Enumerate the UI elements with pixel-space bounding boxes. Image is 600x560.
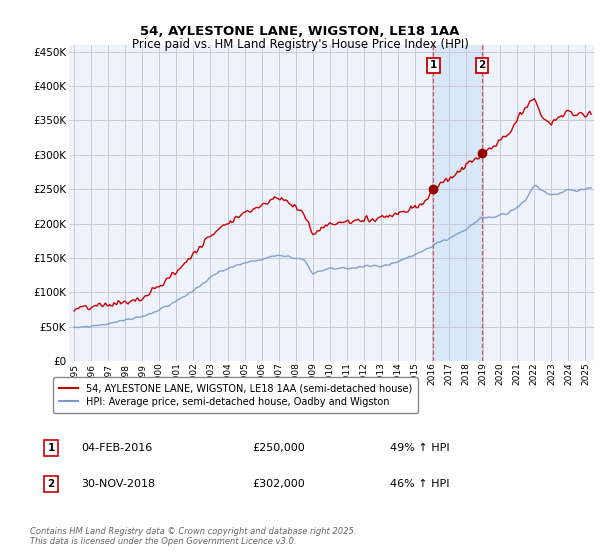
- Text: £250,000: £250,000: [252, 443, 305, 453]
- Text: 49% ↑ HPI: 49% ↑ HPI: [390, 443, 449, 453]
- Text: 2: 2: [47, 479, 55, 489]
- Text: 1: 1: [430, 60, 437, 71]
- Text: 04-FEB-2016: 04-FEB-2016: [81, 443, 152, 453]
- Text: 1: 1: [47, 443, 55, 453]
- Legend: 54, AYLESTONE LANE, WIGSTON, LE18 1AA (semi-detached house), HPI: Average price,: 54, AYLESTONE LANE, WIGSTON, LE18 1AA (s…: [53, 377, 418, 413]
- Bar: [433, 45, 482, 361]
- Text: Contains HM Land Registry data © Crown copyright and database right 2025.
This d: Contains HM Land Registry data © Crown c…: [30, 526, 356, 546]
- Text: 30-NOV-2018: 30-NOV-2018: [81, 479, 155, 489]
- Text: 46% ↑ HPI: 46% ↑ HPI: [390, 479, 449, 489]
- Text: £302,000: £302,000: [252, 479, 305, 489]
- Text: 2: 2: [478, 60, 485, 71]
- Text: Price paid vs. HM Land Registry's House Price Index (HPI): Price paid vs. HM Land Registry's House …: [131, 38, 469, 50]
- Text: 54, AYLESTONE LANE, WIGSTON, LE18 1AA: 54, AYLESTONE LANE, WIGSTON, LE18 1AA: [140, 25, 460, 38]
